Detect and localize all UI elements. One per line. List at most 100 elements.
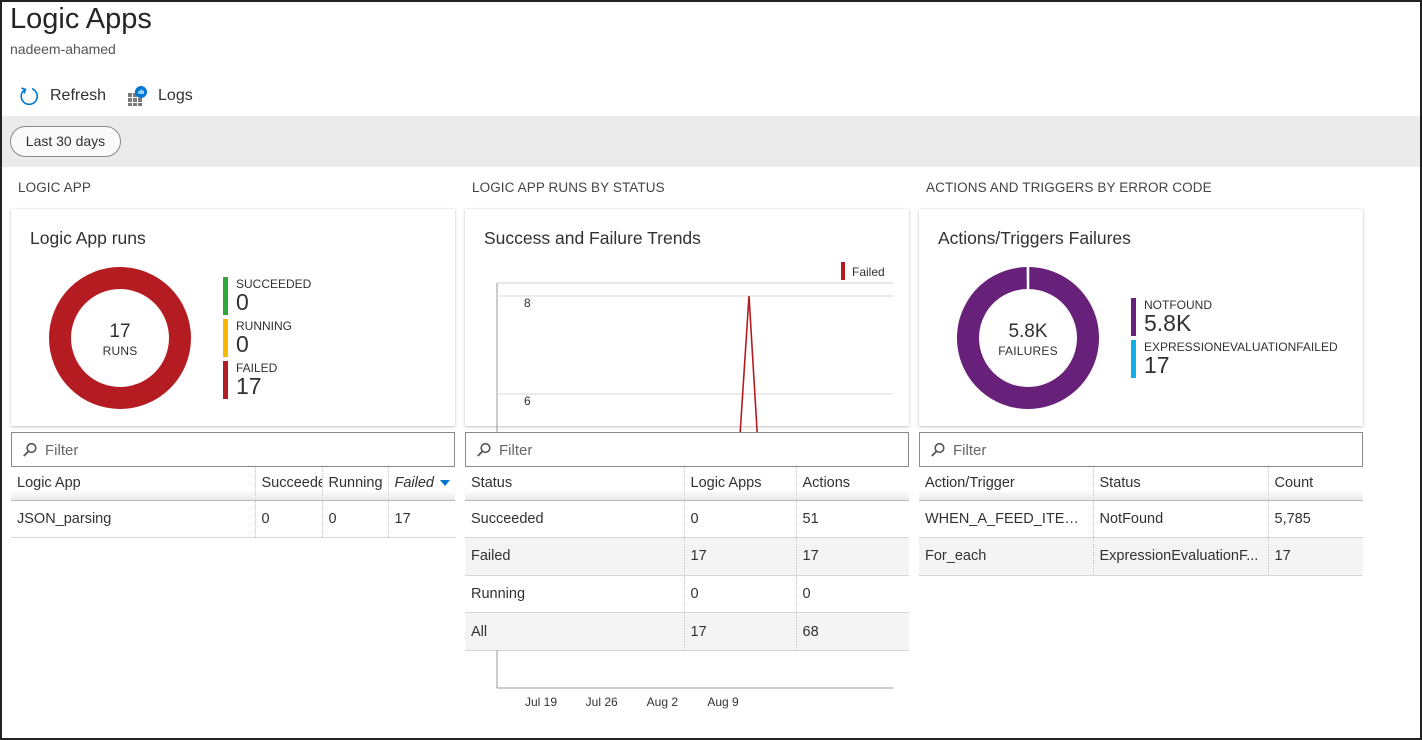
table-cell: For_each (919, 537, 1094, 576)
filter-placeholder: Filter (953, 442, 987, 459)
legend-value: 5.8K (1144, 310, 1192, 336)
table-row[interactable]: JSON_parsing 0 0 17 (11, 500, 455, 539)
legend-label: FAILED (236, 361, 278, 375)
table-cell: 17 (388, 500, 455, 539)
donut-unit: FAILURES (998, 344, 1058, 358)
search-icon (477, 442, 491, 457)
donut-value: 17 (109, 321, 131, 342)
legend-item-failed: FAILED 17 (223, 361, 311, 403)
sort-descending-icon (440, 480, 450, 487)
time-range-pill[interactable]: Last 30 days (10, 126, 121, 157)
table-cell: Running (465, 575, 685, 614)
table-cell: 5,785 (1268, 500, 1363, 539)
column-header-count[interactable]: Count (1268, 467, 1363, 501)
logs-icon (126, 85, 148, 107)
table-cell: Succeeded (465, 500, 685, 539)
table-cell: JSON_parsing (11, 500, 256, 539)
donut-segment-failed (49, 267, 191, 409)
page-subtitle: nadeem-ahamed (10, 41, 116, 57)
donut-center: 17 RUNS (79, 321, 161, 359)
filter-placeholder: Filter (45, 442, 79, 459)
section-label-error-code: ACTIONS AND TRIGGERS BY ERROR CODE (926, 180, 1212, 195)
legend-value: 17 (236, 373, 262, 399)
card-title: Success and Failure Trends (484, 228, 701, 248)
legend-swatch (1131, 340, 1136, 378)
column-header-logic-app[interactable]: Logic App (11, 467, 256, 501)
table-cell: 17 (1268, 537, 1363, 576)
status-filter-input[interactable]: Filter (465, 432, 909, 467)
table-row[interactable]: WHEN_A_FEED_ITEM_I... NotFound 5,785 (919, 500, 1363, 539)
runs-legend: SUCCEEDED 0 RUNNING 0 FAILED 17 (223, 277, 311, 403)
table-cell: ExpressionEvaluationF... (1093, 537, 1269, 576)
donut-unit: RUNS (102, 344, 138, 358)
table-row[interactable]: Failed 17 17 (465, 537, 909, 576)
card-title: Logic App runs (30, 228, 146, 248)
column-header-failed-label: Failed (394, 475, 435, 492)
logs-button[interactable]: Logs (126, 85, 193, 107)
table-cell: 17 (684, 537, 797, 576)
table-cell: 0 (684, 500, 797, 539)
legend-value: 0 (236, 331, 249, 357)
legend-label: NOTFOUND (1144, 298, 1212, 312)
legend-item-expressionevaluationfailed: EXPRESSIONEVALUATIONFAILED 17 (1131, 340, 1338, 382)
page-title: Logic Apps (10, 3, 152, 35)
failures-donut-chart (957, 267, 1099, 409)
legend-swatch (1131, 298, 1136, 336)
refresh-icon (18, 85, 40, 107)
column-header-status[interactable]: Status (465, 467, 685, 501)
refresh-label: Refresh (50, 87, 107, 104)
legend-label: EXPRESSIONEVALUATIONFAILED (1144, 340, 1338, 354)
runs-donut-chart (49, 267, 191, 409)
table-cell: 68 (796, 612, 909, 651)
legend-label: SUCCEEDED (236, 277, 312, 291)
table-row[interactable]: Running 0 0 (465, 575, 909, 614)
legend-swatch (223, 277, 228, 315)
legend-swatch (223, 361, 228, 399)
column-header-failed[interactable]: Failed (388, 467, 455, 501)
search-icon (931, 442, 945, 457)
legend-value: 17 (1144, 352, 1170, 378)
section-label-logic-app: LOGIC APP (18, 180, 91, 195)
status-table: Status Logic Apps Actions Succeeded 0 51… (465, 467, 909, 651)
trends-card: Success and Failure Trends (465, 209, 909, 426)
failures-legend: NOTFOUND 5.8K EXPRESSIONEVALUATIONFAILED… (1131, 298, 1338, 382)
legend-item-succeeded: SUCCEEDED 0 (223, 277, 311, 319)
table-cell: 0 (796, 575, 909, 614)
logic-app-runs-card: Logic App runs 17 RUNS SUCCEEDED 0 RUNNI… (11, 209, 455, 426)
column-header-logic-apps[interactable]: Logic Apps (684, 467, 797, 501)
table-cell: 17 (796, 537, 909, 576)
table-cell: 0 (684, 575, 797, 614)
legend-item-running: RUNNING 0 (223, 319, 311, 361)
table-cell: NotFound (1093, 500, 1269, 539)
logic-app-table: Logic App Succeede Running Failed JSON_p… (11, 467, 455, 539)
failures-table: Action/Trigger Status Count WHEN_A_FEED_… (919, 467, 1363, 576)
logic-app-filter-input[interactable]: Filter (11, 432, 455, 467)
table-cell: WHEN_A_FEED_ITEM_I... (919, 500, 1094, 539)
donut-center: 5.8K FAILURES (987, 321, 1069, 359)
table-cell: Failed (465, 537, 685, 576)
column-header-status[interactable]: Status (1093, 467, 1269, 501)
column-header-running[interactable]: Running (322, 467, 389, 501)
legend-value: 0 (236, 289, 249, 315)
table-cell: 51 (796, 500, 909, 539)
filter-placeholder: Filter (499, 442, 533, 459)
column-header-succeeded[interactable]: Succeede (255, 467, 323, 501)
table-row[interactable]: Succeeded 0 51 (465, 500, 909, 539)
table-row[interactable]: All 17 68 (465, 612, 909, 651)
donut-segment-notfound (957, 267, 1099, 409)
table-cell: 17 (684, 612, 797, 651)
search-icon (23, 442, 37, 457)
time-filter-bar: Last 30 days (2, 116, 1420, 167)
column-header-actions[interactable]: Actions (796, 467, 909, 501)
refresh-button[interactable]: Refresh (18, 85, 106, 107)
column-header-action-trigger[interactable]: Action/Trigger (919, 467, 1094, 501)
section-label-runs-by-status: LOGIC APP RUNS BY STATUS (472, 180, 665, 195)
donut-value: 5.8K (1008, 321, 1048, 342)
legend-item-notfound: NOTFOUND 5.8K (1131, 298, 1338, 340)
failures-filter-input[interactable]: Filter (919, 432, 1363, 467)
legend-label: RUNNING (236, 319, 292, 333)
table-cell: 0 (255, 500, 323, 539)
table-cell: All (465, 612, 685, 651)
table-row[interactable]: For_each ExpressionEvaluationF... 17 (919, 537, 1363, 576)
table-cell: 0 (322, 500, 389, 539)
